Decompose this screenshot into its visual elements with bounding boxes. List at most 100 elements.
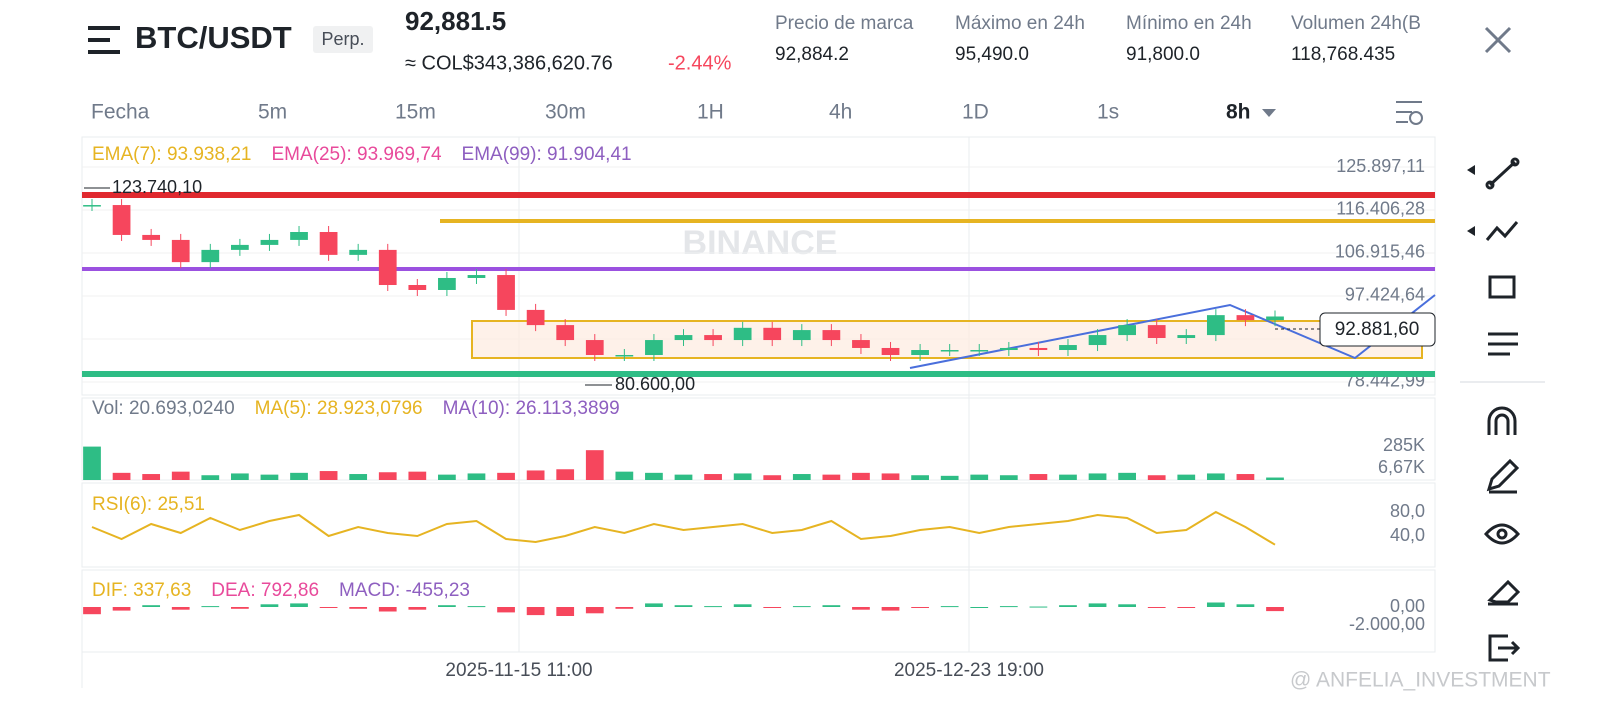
volume-bar [378,472,397,480]
candle [290,232,308,240]
macd-bar [83,607,101,615]
y-tick-label: 125.897,11 [1336,156,1425,176]
volume-bar [497,472,515,480]
x-tick-label: 2025-12-23 19:00 [894,660,1044,681]
y-tick-label: 97.424,64 [1345,285,1425,305]
candle [615,354,634,357]
macd-legend: DIF: 337,63 [92,580,191,601]
candle [1266,316,1284,321]
candle [319,232,338,255]
candle [999,347,1018,351]
candle [822,330,841,341]
timeframe-tab[interactable]: 1D [962,101,989,124]
macd-bar [497,607,515,613]
badge: Perp. [321,29,364,49]
last-price: 92,881.5 [405,6,506,36]
timeframe-tab[interactable]: Fecha [91,101,150,124]
symbol[interactable]: BTC/USDT [135,20,292,55]
toolbar [1460,157,1545,662]
macd-bar [201,606,220,608]
candle [349,249,368,255]
menu-icon[interactable] [88,26,120,54]
settings-icon[interactable] [1396,101,1423,125]
macd-bar [1206,602,1225,607]
timeframe-tab[interactable]: 1s [1097,101,1119,124]
macd-bar [438,605,456,607]
volume-bar [467,473,486,480]
candle [1177,335,1196,339]
volume-bar [792,474,811,480]
volume-bar [142,474,161,480]
volume-bar [911,475,929,480]
pane [81,569,1436,653]
macd-bar [467,606,486,608]
candle [142,234,161,240]
volume-legend: Vol: 20.693,0240 [92,398,235,419]
timeframe-tab[interactable]: 5m [258,101,287,124]
x-tick-label: 2025-11-15 11:00 [445,660,592,681]
stat-label: Máximo en 24h [955,13,1085,34]
volume-bar [319,471,338,480]
macd-bar [881,607,900,611]
volume-bar [852,472,870,480]
macd-bar [319,607,338,608]
macd-bar [970,607,989,608]
candle [83,205,101,207]
candle [852,340,870,348]
macd-bar [645,603,663,607]
volume-axis-label: 285K [1383,435,1425,455]
macd-bar [260,604,279,607]
stat-fade [1420,5,1460,75]
macd-bar [999,606,1018,608]
candle [201,249,220,263]
macd-bar [1118,604,1136,607]
volume-bar [112,472,131,480]
pane [81,397,1436,481]
macd-bar [1147,607,1166,608]
volume-bar [1118,472,1136,480]
volume-bar [645,472,663,480]
candle [1029,347,1048,351]
timeframe-tab[interactable]: 30m [545,101,586,124]
timeframe-tab[interactable]: 4h [829,101,852,124]
ema-legend: EMA(99): 91.904,41 [462,144,632,165]
candle [645,340,663,355]
timeframe-tab[interactable]: 8h [1226,101,1251,124]
candle [1206,315,1225,336]
volume-bar [585,450,604,480]
macd-bar [1236,604,1255,607]
macd-bar [585,607,604,614]
volume-bar [1266,477,1284,480]
ema-legend: EMA(25): 93.969,74 [271,144,441,165]
macd-bar [408,607,427,610]
candle [231,244,249,250]
timeframe-tab[interactable]: 1H [697,101,724,124]
timeframe-tab[interactable]: 15m [395,101,436,124]
price-box [1319,312,1436,347]
volume-bar [674,474,693,480]
rsi-tick-label: 40,0 [1390,525,1425,545]
candle [1088,335,1107,346]
candle [467,275,486,278]
drawn-box [471,320,1423,359]
macd-bar [171,607,190,610]
candle [674,335,693,341]
candle [556,325,575,341]
y-tick-label: 106.915,46 [1335,242,1425,262]
volume-bar [408,471,427,480]
current-price: 92.881,60 [1335,319,1420,340]
macd-bar [290,603,308,607]
candle [792,330,811,341]
candle [1147,325,1166,339]
volume-bar [83,446,101,480]
candle [970,350,989,352]
converted-price: ≈ COL$343,386,620.76 [405,52,613,74]
candle [881,347,900,355]
macd-bar [615,607,634,609]
volume-bar [290,472,308,480]
volume-bar [1236,474,1255,480]
close-icon[interactable] [1484,26,1512,54]
ema-legend: EMA(7): 93.938,21 [92,144,251,165]
macd-bar [1088,603,1107,607]
macd-bar [674,605,693,607]
